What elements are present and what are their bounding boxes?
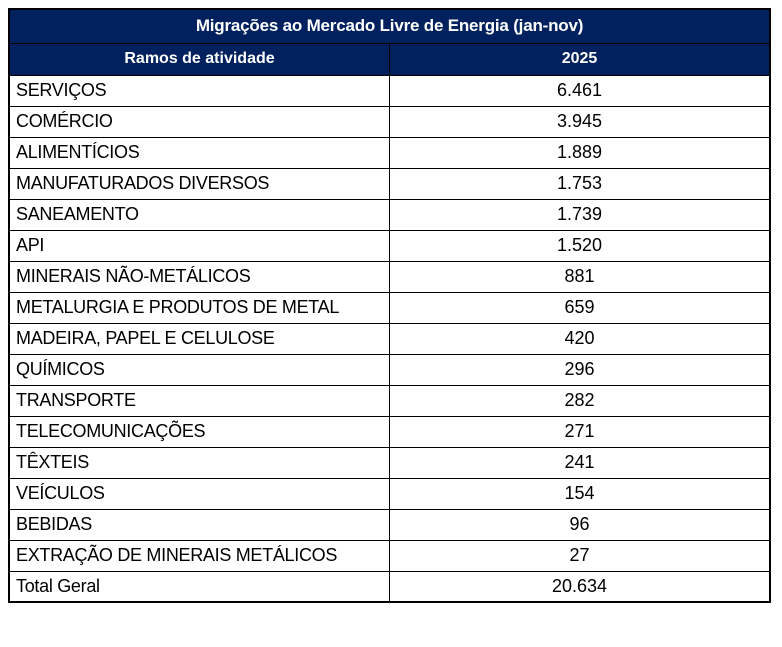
table-row: TELECOMUNICAÇÕES 271: [8, 415, 771, 448]
migrations-table: Migrações ao Mercado Livre de Energia (j…: [8, 8, 771, 603]
table-row: ALIMENTÍCIOS 1.889: [8, 136, 771, 169]
activity-label: ALIMENTÍCIOS: [8, 136, 390, 169]
activity-value: 96: [389, 508, 771, 541]
table-row: COMÉRCIO 3.945: [8, 105, 771, 138]
activity-label: BEBIDAS: [8, 508, 390, 541]
column-header-year: 2025: [389, 42, 771, 76]
activity-label: MANUFATURADOS DIVERSOS: [8, 167, 390, 200]
activity-label: TELECOMUNICAÇÕES: [8, 415, 390, 448]
total-label: Total Geral: [8, 570, 390, 603]
activity-label: COMÉRCIO: [8, 105, 390, 138]
activity-label: MINERAIS NÃO-METÁLICOS: [8, 260, 390, 293]
activity-label: MADEIRA, PAPEL E CELULOSE: [8, 322, 390, 355]
table-row: EXTRAÇÃO DE MINERAIS METÁLICOS 27: [8, 539, 771, 572]
table-row: MANUFATURADOS DIVERSOS 1.753: [8, 167, 771, 200]
activity-label: VEÍCULOS: [8, 477, 390, 510]
activity-value: 27: [389, 539, 771, 572]
activity-label: TRANSPORTE: [8, 384, 390, 417]
activity-value: 1.753: [389, 167, 771, 200]
activity-label: METALURGIA E PRODUTOS DE METAL: [8, 291, 390, 324]
activity-label: SANEAMENTO: [8, 198, 390, 231]
table-row: SERVIÇOS 6.461: [8, 74, 771, 107]
table-row: MINERAIS NÃO-METÁLICOS 881: [8, 260, 771, 293]
activity-value: 1.889: [389, 136, 771, 169]
activity-value: 271: [389, 415, 771, 448]
activity-value: 1.739: [389, 198, 771, 231]
table-row: VEÍCULOS 154: [8, 477, 771, 510]
total-row: Total Geral 20.634: [8, 570, 771, 603]
total-value: 20.634: [389, 570, 771, 603]
table-row: SANEAMENTO 1.739: [8, 198, 771, 231]
table-title: Migrações ao Mercado Livre de Energia (j…: [8, 8, 771, 44]
table-row: METALURGIA E PRODUTOS DE METAL 659: [8, 291, 771, 324]
activity-value: 881: [389, 260, 771, 293]
activity-value: 3.945: [389, 105, 771, 138]
activity-value: 659: [389, 291, 771, 324]
activity-value: 1.520: [389, 229, 771, 262]
table-row: API 1.520: [8, 229, 771, 262]
table-row: BEBIDAS 96: [8, 508, 771, 541]
activity-value: 241: [389, 446, 771, 479]
activity-label: EXTRAÇÃO DE MINERAIS METÁLICOS: [8, 539, 390, 572]
activity-label: QUÍMICOS: [8, 353, 390, 386]
activity-value: 296: [389, 353, 771, 386]
table-row: QUÍMICOS 296: [8, 353, 771, 386]
table-row: TÊXTEIS 241: [8, 446, 771, 479]
activity-label: SERVIÇOS: [8, 74, 390, 107]
activity-value: 154: [389, 477, 771, 510]
activity-value: 6.461: [389, 74, 771, 107]
table-header-row: Ramos de atividade 2025: [8, 42, 771, 76]
table-title-row: Migrações ao Mercado Livre de Energia (j…: [8, 8, 771, 44]
column-header-activity: Ramos de atividade: [8, 42, 390, 76]
activity-value: 420: [389, 322, 771, 355]
table-row: MADEIRA, PAPEL E CELULOSE 420: [8, 322, 771, 355]
table-row: TRANSPORTE 282: [8, 384, 771, 417]
activity-label: API: [8, 229, 390, 262]
activity-label: TÊXTEIS: [8, 446, 390, 479]
activity-value: 282: [389, 384, 771, 417]
